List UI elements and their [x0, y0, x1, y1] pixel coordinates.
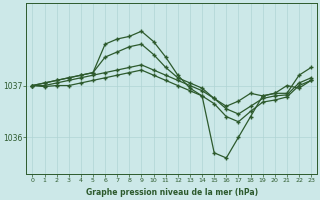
- X-axis label: Graphe pression niveau de la mer (hPa): Graphe pression niveau de la mer (hPa): [86, 188, 258, 197]
